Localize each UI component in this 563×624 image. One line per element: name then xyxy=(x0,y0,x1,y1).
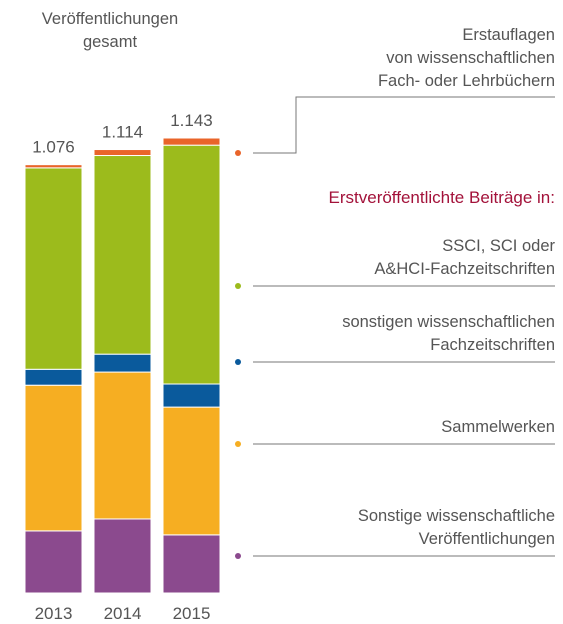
x-tick-label: 2014 xyxy=(104,604,142,623)
bar-segment xyxy=(24,167,83,370)
legend-dot xyxy=(235,441,241,447)
legend-label: SSCI, SCI oder A&HCI-Fachzeitschriften xyxy=(374,237,555,278)
bar-segment xyxy=(93,155,152,355)
legend-label: Sammelwerken xyxy=(441,418,555,436)
legend-dot xyxy=(235,150,241,156)
bar-segment xyxy=(24,368,83,386)
chart-title: Veröffentlichungen gesamt xyxy=(41,10,179,51)
total-label: 1.076 xyxy=(32,138,75,157)
bar-segment xyxy=(93,371,152,520)
legend-label: Erstauflagen von wissenschaftlichen Fach… xyxy=(377,26,555,90)
legend-dot xyxy=(235,283,241,289)
legend-line xyxy=(253,96,555,154)
x-tick-label: 2015 xyxy=(173,604,211,623)
bar-segment xyxy=(24,384,83,532)
legend-heading: Erstveröffentlichte Beiträge in: xyxy=(328,188,555,207)
bar-segment xyxy=(162,406,221,536)
bar-segment xyxy=(162,144,221,385)
bar-segment xyxy=(93,149,152,157)
legend-dot xyxy=(235,553,241,559)
bar-segment xyxy=(162,534,221,594)
legend-label: sonstigen wissenschaftlichen Fachzeitsch… xyxy=(342,313,555,354)
bar-segment xyxy=(162,137,221,146)
bar-segment xyxy=(24,164,83,169)
bar-segment xyxy=(93,518,152,594)
bar-segment xyxy=(24,530,83,594)
legend-label: Sonstige wissenschaftliche Veröffentlich… xyxy=(357,507,555,548)
bar-segment xyxy=(93,353,152,373)
x-tick-label: 2013 xyxy=(35,604,73,623)
total-label: 1.114 xyxy=(102,123,143,142)
legend-dot xyxy=(235,359,241,365)
total-label: 1.143 xyxy=(170,111,213,130)
bar-segment xyxy=(162,383,221,408)
